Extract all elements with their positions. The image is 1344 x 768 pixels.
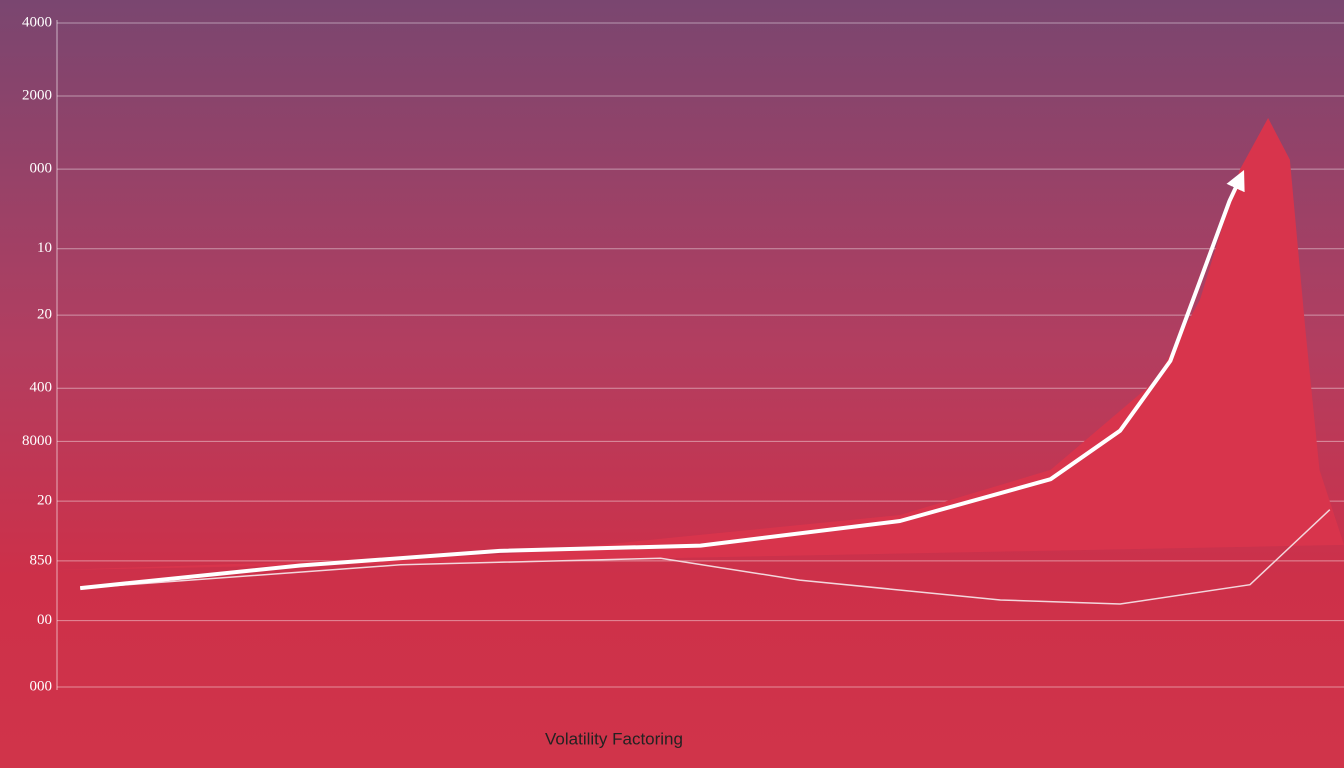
line <box>80 509 1331 605</box>
y-tick-label: 2000 <box>22 87 52 103</box>
y-tick-label: 4000 <box>22 14 52 30</box>
x-axis-label: Volatility Factoring <box>545 729 683 748</box>
y-tick-label: 00 <box>37 612 52 628</box>
area <box>57 118 1344 571</box>
line <box>79 169 1245 591</box>
y-tick-label: 000 <box>30 678 53 694</box>
y-tick-label: 400 <box>30 380 53 396</box>
y-tick-label: 20 <box>37 307 52 323</box>
y-tick-label: 000 <box>30 161 53 177</box>
y-tick-label: 850 <box>30 552 53 568</box>
y-tick-label: 10 <box>37 240 52 256</box>
y-tick-label: 20 <box>37 493 52 509</box>
y-tick-label: 8000 <box>22 433 52 449</box>
